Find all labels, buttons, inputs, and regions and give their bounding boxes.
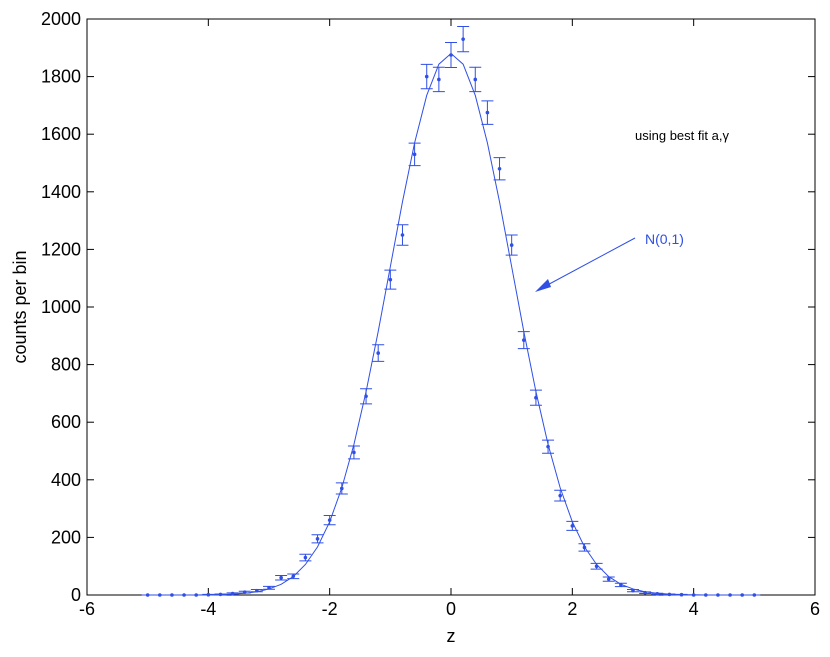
data-point [230, 591, 235, 596]
data-point [400, 233, 405, 237]
data-point [704, 593, 708, 597]
data-point [218, 592, 223, 597]
data-point [546, 444, 550, 449]
data-point [582, 545, 587, 550]
data-point [158, 593, 162, 597]
data-point [655, 592, 660, 596]
data-point [728, 593, 732, 597]
data-point [206, 592, 211, 597]
y-tick-label: 1400 [41, 182, 81, 202]
data-point [461, 37, 465, 41]
data-point [170, 593, 174, 597]
annotation: using best fit a,γ [635, 128, 729, 143]
data-point [643, 590, 647, 595]
data-point [740, 593, 744, 597]
data-point [449, 53, 453, 57]
data-point [388, 277, 393, 282]
y-tick-label: 1200 [41, 239, 81, 259]
data-point [279, 575, 283, 580]
plot-frame [86, 18, 816, 596]
y-tick-label: 1600 [41, 124, 81, 144]
data-point [679, 592, 684, 597]
y-tick-label: 1000 [41, 297, 81, 317]
data-point [606, 577, 611, 581]
x-tick-label: 0 [446, 599, 456, 619]
x-axis-label: z [447, 626, 456, 646]
y-tick-label: 0 [71, 585, 81, 605]
arrow-head [535, 279, 551, 292]
data-point [242, 590, 247, 594]
y-tick-label: 2000 [41, 9, 81, 29]
data-point [412, 152, 417, 157]
x-tick-label: -2 [322, 599, 338, 619]
data-point [534, 395, 538, 400]
data-point [570, 524, 575, 528]
data-point [473, 77, 478, 82]
data-point [691, 593, 696, 597]
y-tick-label: 800 [51, 355, 81, 375]
data-point [752, 593, 757, 597]
data-point [716, 593, 720, 597]
data-point [437, 77, 441, 82]
data-point [291, 574, 296, 579]
data-point [194, 593, 198, 597]
y-tick-label: 400 [51, 470, 81, 490]
data-point [558, 493, 562, 498]
data-point [352, 450, 356, 455]
data-point [522, 338, 526, 342]
data-point [364, 394, 368, 399]
x-tick-label: 4 [689, 599, 699, 619]
annotation-arrow [539, 237, 636, 290]
y-tick-label: 1800 [41, 67, 81, 87]
data-point [509, 243, 514, 247]
x-tick-label: -4 [200, 599, 216, 619]
data-point [315, 537, 320, 541]
x-tick-label: -6 [79, 599, 95, 619]
x-tick-label: 2 [567, 599, 577, 619]
annotation: N(0,1) [645, 231, 684, 247]
data-point [376, 351, 381, 355]
y-tick-label: 600 [51, 412, 81, 432]
data-point [631, 588, 635, 593]
y-axis-label: counts per bin [10, 250, 30, 363]
data-point [255, 588, 259, 593]
data-point [497, 166, 502, 171]
data-point [485, 110, 490, 115]
data-point [327, 518, 332, 522]
data-point [303, 555, 308, 560]
data-point [667, 592, 672, 597]
x-tick-label: 6 [810, 599, 820, 619]
data-point [182, 593, 186, 597]
data-point [619, 583, 623, 587]
data-point [145, 593, 150, 597]
y-tick-label: 200 [51, 527, 81, 547]
data-point [340, 486, 344, 491]
data-point [267, 586, 271, 590]
data-point [594, 564, 599, 568]
data-point [424, 74, 429, 79]
